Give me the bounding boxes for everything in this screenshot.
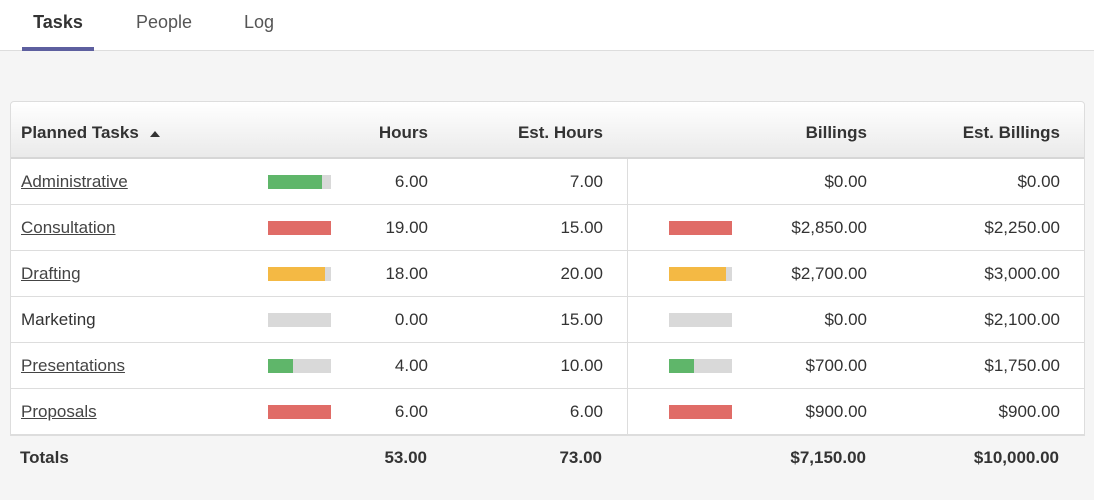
task-name: Drafting [21,264,81,284]
task-name: Administrative [21,172,128,192]
hours: 6.00 [394,172,428,191]
hours: 4.00 [394,356,428,375]
billings: $0.00 [824,172,867,191]
progress-bar [669,405,732,419]
task-name: Marketing [21,310,96,329]
progress-bar [669,267,732,281]
column-header: Est. Hours [517,123,603,142]
task-name: Presentations [21,356,125,376]
column-header: Hours [378,123,428,142]
progress-bar [669,221,732,235]
est-billings: $2,250.00 [984,218,1060,237]
est-billings: $2,100.00 [984,310,1060,329]
progress-fill [268,405,331,419]
task-link[interactable]: Administrative [21,172,128,191]
column-header: Est. Billings [962,123,1060,142]
table-row: Marketing 0.00 15.00 $0.00 $2,100.00 [11,297,1084,343]
tasks-table: Planned Tasks Hours Est. Hours Billings Est.… [10,101,1085,436]
billings: $700.00 [805,356,867,375]
task-name: Proposals [21,402,97,422]
progress-bar [268,313,331,327]
total-est-hours: 73.00 [559,448,602,467]
est-billings: $900.00 [998,402,1060,421]
task-name: Consultation [21,218,116,238]
progress-fill [669,359,695,373]
task-link[interactable]: Drafting [21,264,81,283]
table-row: Presentations 4.00 10.00 $700.00 $1,750.00 [11,343,1084,389]
totals-row: Totals 53.00 73.00 $7,150.00 $10,000.00 [10,435,1083,480]
progress-fill [669,405,732,419]
est-hours: 7.00 [569,172,603,191]
est-billings: $3,000.00 [984,264,1060,283]
progress-fill [268,221,331,235]
column-header[interactable]: Planned Tasks [21,123,139,142]
table-header: Planned Tasks Hours Est. Hours Billings Est.… [11,102,1084,159]
progress-fill [669,221,732,235]
total-billings: $7,150.00 [790,448,866,467]
billings: $2,700.00 [791,264,867,283]
tab[interactable]: People [135,12,193,32]
billings: $0.00 [824,310,867,329]
hours: 19.00 [385,218,428,237]
billings: $2,850.00 [791,218,867,237]
total-est-billings: $10,000.00 [973,448,1059,467]
task-link[interactable]: Proposals [21,402,97,421]
sort-arrow[interactable] [150,131,160,137]
column-header: Billings [805,123,867,142]
hours: 0.00 [394,310,428,329]
progress-bar [268,405,331,419]
hours: 6.00 [394,402,428,421]
tab[interactable]: Log [243,12,275,32]
progress-bar [669,359,732,373]
est-hours: 15.00 [560,218,603,237]
table-row: Proposals 6.00 6.00 $900.00 $900.00 [11,389,1084,435]
est-hours: 10.00 [560,356,603,375]
progress-fill [268,267,325,281]
totals-label: Totals [20,448,69,467]
hours: 18.00 [385,264,428,283]
table-row: Drafting 18.00 20.00 $2,700.00 $3,000.00 [11,251,1084,297]
progress-bar [268,359,331,373]
progress-fill [268,359,294,373]
est-hours: 20.00 [560,264,603,283]
est-billings: $1,750.00 [984,356,1060,375]
progress-bar [268,221,331,235]
column-divider [627,159,628,435]
progress-fill [669,267,726,281]
billings: $900.00 [805,402,867,421]
task-link[interactable]: Presentations [21,356,125,375]
table-row: Administrative 6.00 7.00 $0.00 $0.00 [11,159,1084,205]
table-row: Consultation 19.00 15.00 $2,850.00 $2,250.00 [11,205,1084,251]
progress-fill [268,175,322,189]
est-hours: 6.00 [569,402,603,421]
progress-bar [268,175,331,189]
progress-bar [669,313,732,327]
tab-bar: Tasks People Log [0,0,1094,51]
est-billings: $0.00 [1017,172,1060,191]
task-link[interactable]: Consultation [21,218,116,237]
total-hours: 53.00 [384,448,427,467]
est-hours: 15.00 [560,310,603,329]
progress-bar [268,267,331,281]
tab[interactable]: Tasks [22,0,94,51]
